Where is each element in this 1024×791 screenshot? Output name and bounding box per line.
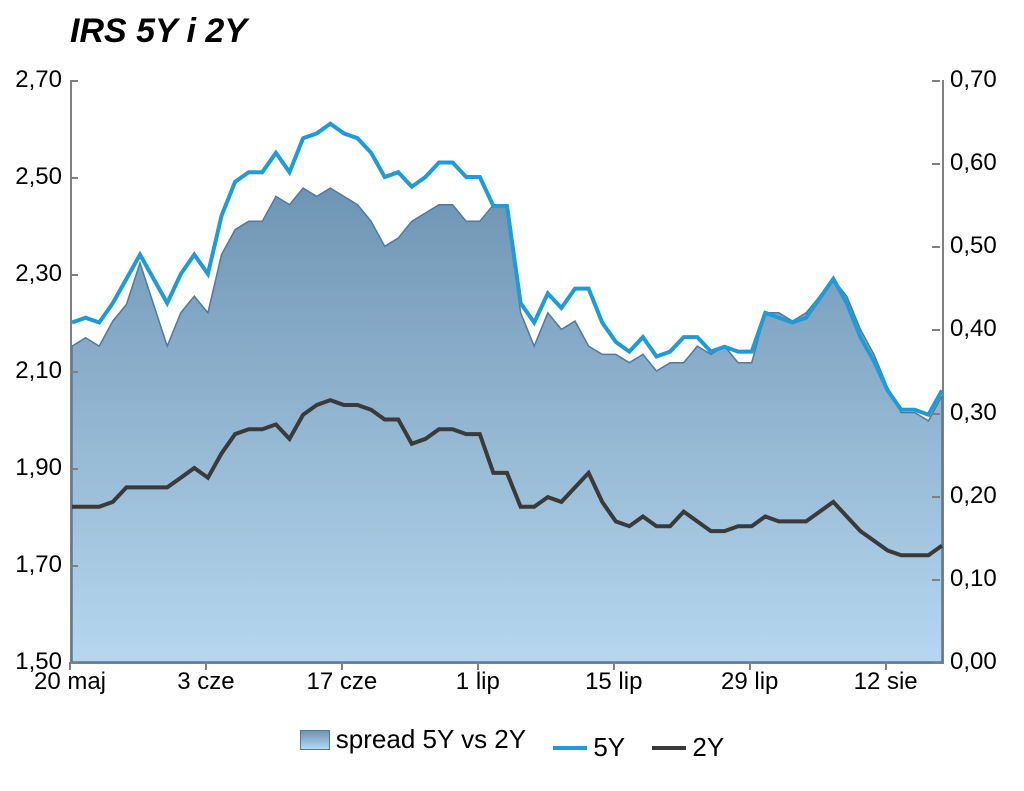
y-right-tick-mark (932, 662, 940, 664)
x-tick-mark (341, 662, 343, 670)
x-tick-label: 29 lip (721, 668, 778, 696)
y-right-tick-mark (932, 163, 940, 165)
y-left-tick-mark (70, 662, 78, 664)
legend-label-5y: 5Y (593, 732, 625, 763)
x-tick-label: 12 sie (854, 668, 918, 696)
y-left-tick-label: 2,10 (15, 357, 62, 385)
y-left-tick-mark (70, 565, 78, 567)
x-tick-mark (613, 662, 615, 670)
x-tick-label: 20 maj (34, 668, 106, 696)
legend-item-spread: spread 5Y vs 2Y (300, 724, 526, 755)
y-left-tick-label: 1,90 (15, 454, 62, 482)
x-tick-label: 3 cze (177, 668, 234, 696)
legend-swatch-2y (652, 746, 686, 750)
x-tick-label: 17 cze (307, 668, 378, 696)
legend-label-spread: spread 5Y vs 2Y (336, 724, 526, 755)
y-left-tick-mark (70, 274, 78, 276)
legend-swatch-5y (553, 746, 587, 750)
x-tick-label: 15 lip (585, 668, 642, 696)
y-left-tick-label: 2,50 (15, 163, 62, 191)
y-left-tick-mark (70, 80, 78, 82)
y-right-tick-mark (932, 80, 940, 82)
y-right-tick-label: 0,40 (950, 315, 997, 343)
y-right-tick-mark (932, 413, 940, 415)
plot-area (70, 80, 944, 664)
y-left-tick-mark (70, 371, 78, 373)
y-right-tick-label: 0,20 (950, 482, 997, 510)
x-tick-mark (477, 662, 479, 670)
y-right-tick-mark (932, 496, 940, 498)
chart-title: IRS 5Y i 2Y (70, 12, 247, 51)
x-tick-mark (749, 662, 751, 670)
x-tick-label: 1 lip (456, 668, 500, 696)
plot-svg (72, 80, 942, 662)
y-right-tick-label: 0,60 (950, 149, 997, 177)
legend: spread 5Y vs 2Y 5Y 2Y (0, 724, 1024, 763)
legend-item-5y: 5Y (553, 732, 625, 763)
legend-swatch-spread (300, 730, 330, 750)
chart-container: IRS 5Y i 2Y 1,501,701,902,102,302,502,70… (0, 0, 1024, 791)
y-right-tick-label: 0,00 (950, 648, 997, 676)
legend-item-2y: 2Y (652, 732, 724, 763)
y-right-tick-mark (932, 246, 940, 248)
y-right-tick-mark (932, 329, 940, 331)
y-left-tick-label: 2,30 (15, 260, 62, 288)
y-left-tick-mark (70, 177, 78, 179)
y-right-tick-label: 0,30 (950, 399, 997, 427)
y-left-tick-label: 1,70 (15, 551, 62, 579)
legend-label-2y: 2Y (692, 732, 724, 763)
y-right-tick-mark (932, 579, 940, 581)
y-left-tick-mark (70, 468, 78, 470)
y-right-tick-label: 0,10 (950, 565, 997, 593)
series-spread-area (72, 188, 942, 662)
x-tick-mark (885, 662, 887, 670)
y-left-tick-label: 2,70 (15, 66, 62, 94)
x-tick-mark (205, 662, 207, 670)
y-right-tick-label: 0,70 (950, 66, 997, 94)
x-tick-mark (69, 662, 71, 670)
y-right-tick-label: 0,50 (950, 232, 997, 260)
